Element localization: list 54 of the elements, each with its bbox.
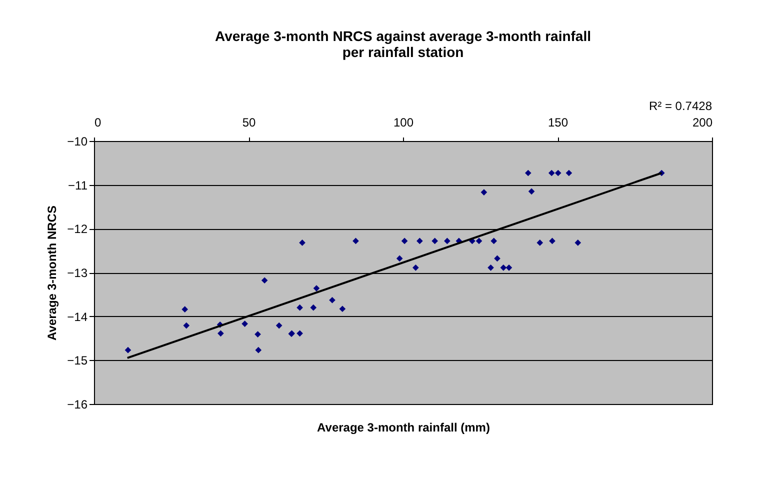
point <box>296 304 303 311</box>
point <box>255 346 262 354</box>
point <box>488 264 494 271</box>
point <box>476 238 482 244</box>
point <box>574 240 582 246</box>
point <box>396 255 403 262</box>
point <box>261 277 268 284</box>
point <box>296 330 303 337</box>
point <box>254 331 261 338</box>
point <box>183 322 190 329</box>
y-tick-label: −16 <box>67 398 88 412</box>
point <box>536 240 544 246</box>
point <box>494 255 500 262</box>
point <box>549 238 556 244</box>
y-tick-label: −13 <box>67 266 88 280</box>
point <box>490 238 498 244</box>
point <box>401 238 408 244</box>
point <box>506 264 512 271</box>
point <box>554 170 562 176</box>
x-tick-label: 100 <box>393 116 414 130</box>
point <box>480 189 488 196</box>
point <box>124 346 132 354</box>
point <box>329 296 336 304</box>
point <box>432 238 438 244</box>
point <box>182 306 188 312</box>
x-axis-title: Average 3-month rainfall (mm) <box>317 420 490 434</box>
point <box>566 170 572 176</box>
y-tick-label: −14 <box>67 310 88 324</box>
point <box>276 322 282 329</box>
point <box>416 238 423 244</box>
point <box>299 240 306 246</box>
y-axis-title: Average 3-month NRCS <box>45 206 60 340</box>
point <box>339 306 346 312</box>
y-tick-label: −15 <box>67 354 88 368</box>
y-tick-label: −11 <box>68 178 88 192</box>
x-tick-label: 50 <box>242 116 256 130</box>
chart-title: Average 3-month NRCS against average 3-month rainfall per rainfall station <box>214 28 592 60</box>
text: R² = 0.7428 <box>648 99 712 113</box>
point <box>352 238 359 244</box>
point <box>524 170 532 176</box>
x-tick-label: 200 <box>692 116 713 130</box>
point <box>528 188 535 195</box>
point <box>412 264 419 271</box>
point <box>500 264 507 271</box>
point <box>242 320 248 327</box>
point <box>310 304 317 311</box>
point <box>444 238 450 244</box>
point <box>218 330 224 337</box>
x-tick-label: 150 <box>548 116 568 130</box>
y-tick-label: −10 <box>67 134 88 148</box>
point <box>313 285 320 292</box>
y-tick-label: −12 <box>67 222 88 236</box>
x-tick-label: 0 <box>94 116 102 130</box>
point <box>548 170 555 176</box>
